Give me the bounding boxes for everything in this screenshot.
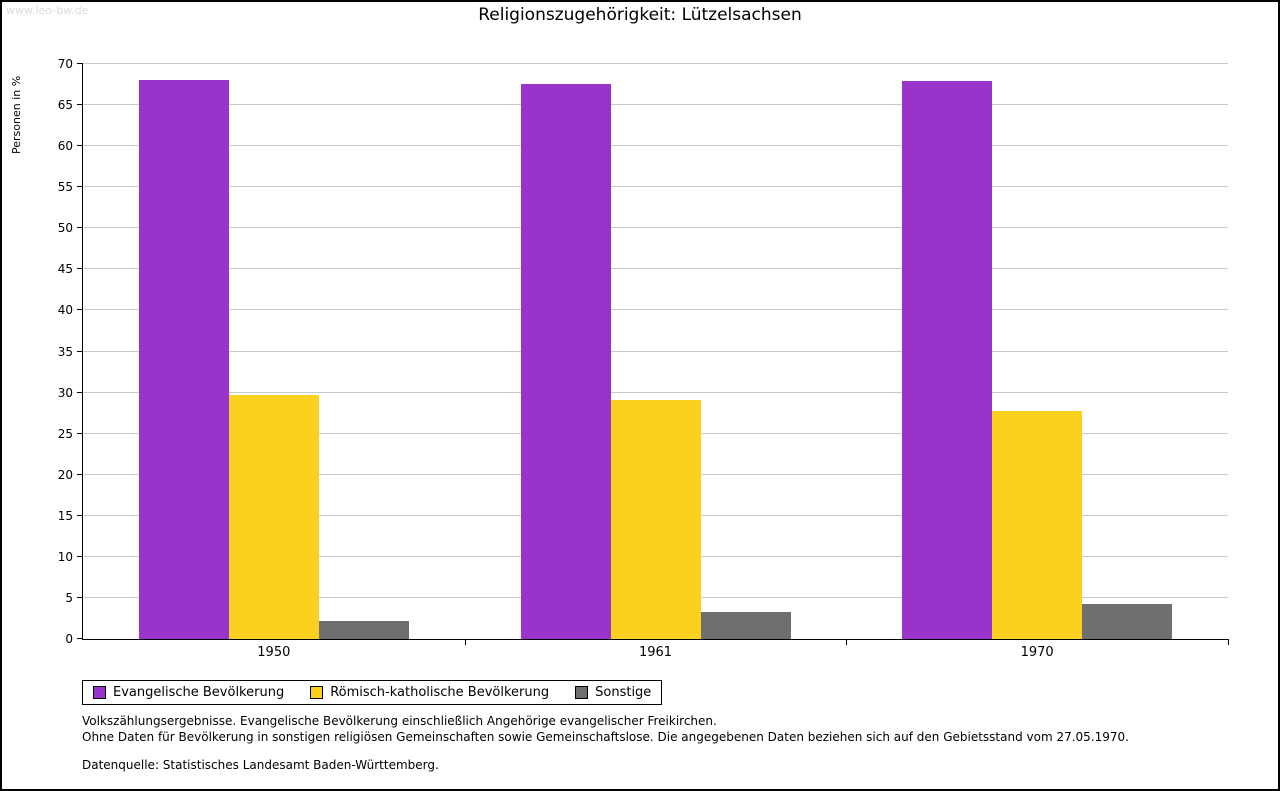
data-source: Datenquelle: Statistisches Landesamt Bad… [82,758,439,772]
footnotes: Volkszählungsergebnisse. Evangelische Be… [82,713,1129,773]
x-category-label: 1950 [257,645,291,660]
legend-item: Römisch-katholische Bevölkerung [310,685,549,700]
y-tick-label: 5 [65,590,73,605]
x-category-label: 1961 [638,645,673,660]
y-tick-label: 70 [57,57,73,71]
y-tick-label: 65 [57,98,73,113]
y-axis-tick [77,555,83,557]
y-tick-label: 10 [57,549,73,564]
bar-1970-rmisch-katholische [992,410,1083,639]
x-axis-tick [1228,639,1229,645]
y-axis-tick [77,186,83,188]
bar-group-1970 [902,64,1173,639]
watermark: www.leo-bw.de [6,4,89,17]
y-axis-tick [77,309,83,311]
y-axis-tick [77,391,83,393]
x-axis-tick [464,639,466,645]
gridline [83,104,1228,106]
legend-label: Römisch-katholische Bevölkerung [330,685,550,700]
y-axis-tick [77,350,83,352]
y-tick-label: 0 [65,632,73,646]
legend-item: Sonstige [575,685,651,700]
legend-swatch [310,686,324,699]
bar-1970-evangelische [902,81,993,639]
legend-label: Evangelische Bevölkerung [113,685,285,700]
legend: Evangelische Bevölkerung Römisch-katholis… [82,680,663,705]
footnote-line-1: Volkszählungsergebnisse. Evangelische Be… [82,714,717,728]
y-axis-tick [77,104,83,106]
y-tick-label: 15 [57,508,73,523]
y-tick-label: 20 [57,467,73,482]
bar-1950-rmisch-katholische [228,395,319,639]
gridline [83,145,1228,147]
gridline [83,309,1228,311]
y-tick-label: 45 [57,262,73,277]
y-tick-label: 55 [57,180,73,195]
y-tick-label: 40 [57,303,73,318]
chart-title: Religionszugehörigkeit: Lützelsachsen [478,5,802,25]
x-category-label: 1970 [1020,645,1054,660]
gridline [83,227,1228,229]
gridline [83,186,1228,188]
legend-swatch [93,686,106,699]
y-tick-label: 35 [57,344,73,359]
y-axis-tick [77,227,83,229]
y-tick-label: 60 [57,139,73,154]
bar-1950-sonstige [318,620,409,639]
y-axis-tick [77,145,83,147]
gridline [83,63,1228,64]
bar-1961-evangelische [520,83,611,639]
x-axis-tick [846,639,848,645]
y-tick-label: 30 [57,385,73,400]
y-axis-tick [77,432,83,434]
y-axis-tick [77,638,83,639]
bar-group-1961 [520,64,791,639]
plot-area: 0 5 10 15 20 25 30 35 40 45 50 55 60 65 70 1950 1961 1970 [58,58,1229,660]
y-axis-tick [77,63,83,64]
bar-group-1950 [138,64,409,639]
y-axis-label: Personen in % [10,75,23,154]
gridline [83,268,1228,270]
y-tick-label: 50 [57,221,73,236]
footnote-line-2: Ohne Daten für Bevölkerung in sonstigen … [82,730,1129,744]
gridline [83,350,1228,352]
y-axis-tick [77,268,83,270]
gridline [83,391,1228,393]
y-axis-tick [77,473,83,475]
bar-1961-rmisch-katholische [610,399,701,639]
y-axis-tick [77,596,83,598]
bar-1970-sonstige [1082,603,1173,639]
bar-1961-sonstige [700,611,791,639]
bar-1950-evangelische [138,80,229,639]
legend-item: Evangelische Bevölkerung [93,685,284,700]
y-axis-tick [77,514,83,516]
y-tick-label: 25 [57,426,73,441]
legend-label: Sonstige [595,685,652,700]
legend-swatch [575,686,589,699]
